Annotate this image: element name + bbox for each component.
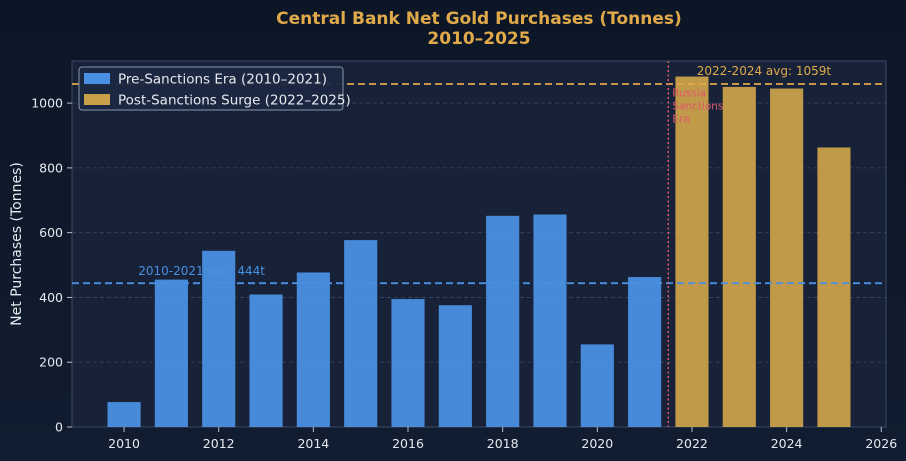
x-tick-label-2018: 2018: [487, 436, 519, 451]
bar-pre-2018: [486, 215, 520, 427]
bar-pre-2010: [107, 402, 141, 427]
y-tick-label-0: 0: [55, 420, 63, 435]
post-average-label: 2022-2024 avg: 1059t: [697, 64, 832, 78]
x-tick-label-2014: 2014: [297, 436, 329, 451]
x-tick-label-2022: 2022: [676, 436, 708, 451]
bar-pre-2011: [154, 279, 188, 427]
bar-pre-2016: [391, 299, 425, 427]
y-tick-label-1000: 1000: [31, 96, 63, 111]
bar-pre-2020: [580, 344, 614, 427]
bar-pre-2015: [344, 240, 378, 427]
x-tick-label-2010: 2010: [108, 436, 140, 451]
x-tick-label-2020: 2020: [581, 436, 613, 451]
y-tick-label-800: 800: [39, 160, 63, 175]
bar-post-2025: [817, 147, 851, 427]
y-axis-label: Net Purchases (Tonnes): [9, 162, 25, 326]
bar-post-2022: [675, 76, 709, 427]
legend-label-post-sanctions: Post-Sanctions Surge (2022–2025): [118, 93, 351, 109]
sanctions-marker-label-line-1: Russia: [672, 88, 706, 100]
chart-title-line1: Central Bank Net Gold Purchases (Tonnes): [276, 9, 682, 29]
legend-box: [78, 66, 344, 111]
y-tick-label-200: 200: [39, 355, 63, 370]
bar-pre-2017: [438, 305, 472, 427]
legend: Pre-Sanctions Era (2010–2021) Post-Sanct…: [78, 66, 351, 111]
chart-title-line2: 2010–2025: [427, 29, 530, 49]
bar-post-2024: [770, 88, 804, 427]
x-tick-label-2026: 2026: [865, 436, 897, 451]
legend-swatch-post-sanctions: [84, 94, 110, 105]
x-tick-label-2016: 2016: [392, 436, 424, 451]
legend-label-pre-sanctions: Pre-Sanctions Era (2010–2021): [118, 72, 327, 88]
legend-swatch-pre-sanctions: [84, 73, 110, 84]
bar-post-2023: [722, 86, 756, 428]
pre-average-label: 2010-2021 avg: 444t: [138, 264, 265, 278]
bar-pre-2019: [533, 214, 567, 427]
y-tick-label-600: 600: [39, 225, 63, 240]
bars: [107, 76, 851, 428]
bar-pre-2014: [296, 272, 330, 427]
sanctions-marker-label-line-3: Era: [672, 114, 689, 126]
bar-pre-2021: [628, 277, 662, 427]
axes: 0 200 400 600 800 1000 2010 2012 2014 2016 2018 202…: [31, 96, 897, 451]
plot-area: [71, 60, 887, 428]
y-tick-label-400: 400: [39, 290, 63, 305]
x-tick-label-2012: 2012: [203, 436, 235, 451]
sanctions-marker-label-line-2: Sanctions: [672, 101, 723, 113]
sanctions-marker-label: Russia Sanctions Era: [672, 88, 723, 126]
bar-pre-2013: [249, 294, 283, 427]
bar-pre-2012: [202, 250, 236, 427]
x-tick-label-2024: 2024: [771, 436, 803, 451]
